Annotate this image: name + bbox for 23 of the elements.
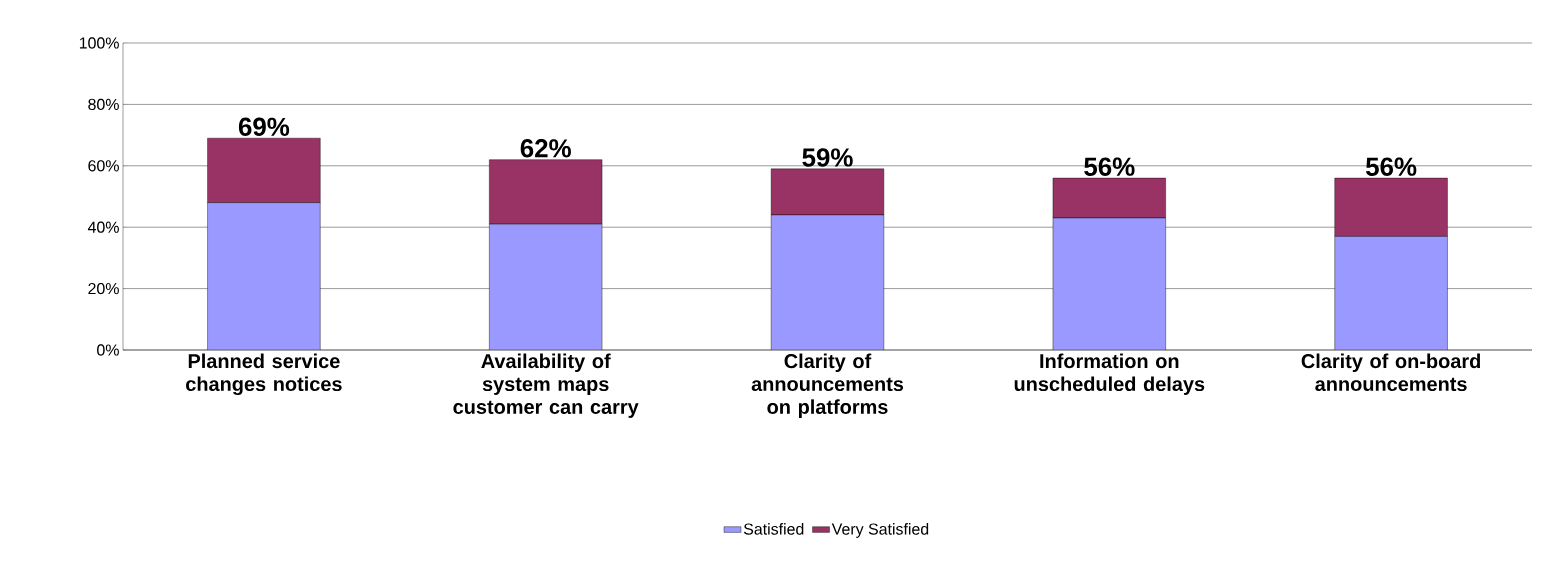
x-tick-label: Availability of system maps customer can carry — [453, 353, 639, 418]
bar — [489, 223, 603, 350]
y-tick-label: 80% — [88, 98, 119, 111]
y-tick-label: 20% — [88, 282, 119, 295]
x-tick-label: Information on unscheduled delays — [1014, 353, 1205, 396]
y-tick-label: 60% — [88, 160, 119, 172]
bar — [1052, 217, 1166, 350]
total-label: 69% — [238, 117, 290, 136]
y-tick-label: 0% — [97, 344, 119, 356]
legend-label: Satisfied — [743, 523, 804, 535]
bar — [1334, 236, 1448, 350]
total-label: 56% — [1084, 157, 1135, 176]
x-tick-label: Clarity of on-board announcements — [1301, 353, 1480, 392]
total-label: 56% — [1365, 157, 1417, 176]
y-tick-label: 40% — [87, 221, 119, 233]
bar — [770, 214, 885, 350]
legend-label: Very Satisfied — [831, 523, 929, 538]
x-tick-label: Clarity of announcements on platforms — [751, 353, 904, 418]
total-label: 59% — [802, 148, 853, 167]
bar — [207, 202, 321, 350]
y-tick-label: 100% — [79, 37, 119, 49]
total-label: 62% — [520, 139, 571, 158]
x-tick-label: Planned service changes notices — [186, 353, 342, 396]
